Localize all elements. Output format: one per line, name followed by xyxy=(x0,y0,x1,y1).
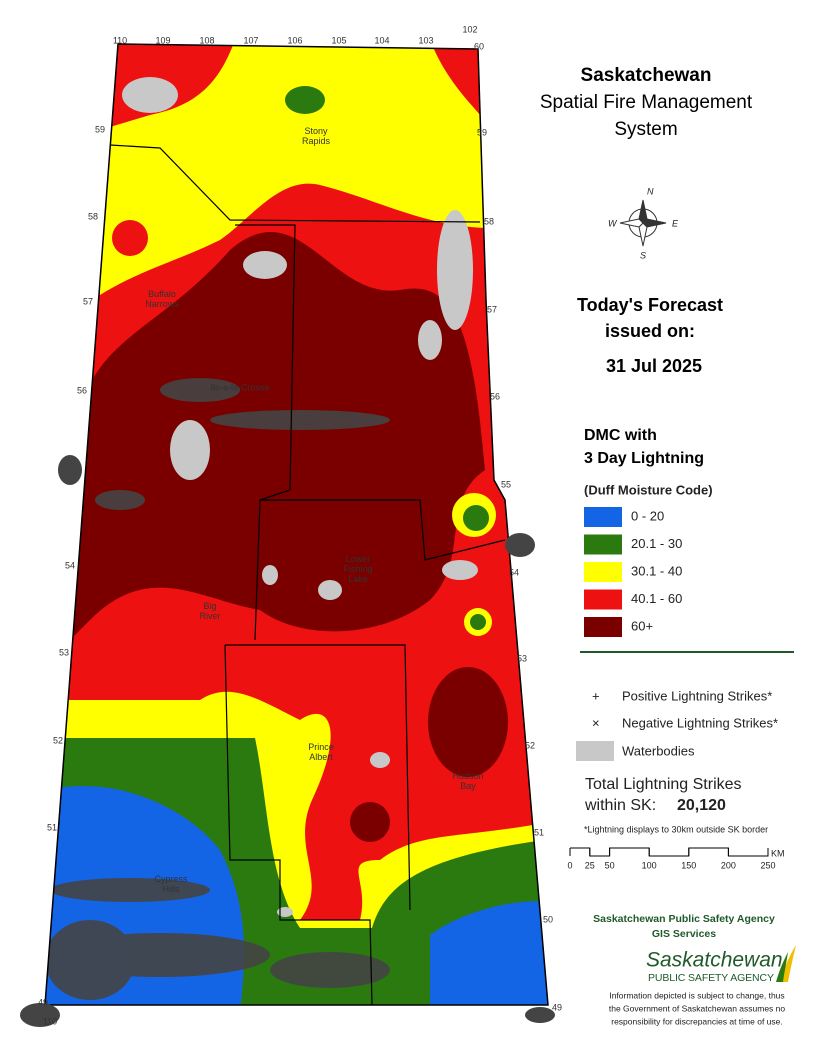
scale-label: 250 xyxy=(760,860,775,870)
note: *Lightning displays to 30km outside SK b… xyxy=(584,824,768,834)
title: Saskatchewan xyxy=(581,65,712,86)
legend-swatch xyxy=(584,562,622,582)
latitude-label: 49 xyxy=(552,1002,562,1012)
symbol-label: Waterbodies xyxy=(622,743,695,758)
scale-label: 25 xyxy=(585,860,595,870)
total-value: 20,120 xyxy=(677,797,726,814)
logo-subtext: PUBLIC SAFETY AGENCY xyxy=(648,972,774,984)
longitude-label: 108 xyxy=(199,35,214,45)
place-labels: Stony Rapids Buffalo Narrows Ile-a-la-Crosse… xyxy=(145,126,483,894)
symbol-label: Negative Lightning Strikes* xyxy=(622,715,778,730)
scale-label: 100 xyxy=(642,860,657,870)
latitude-label: 57 xyxy=(83,296,93,306)
latitude-label: 58 xyxy=(484,216,494,226)
latitude-label: 55 xyxy=(501,479,511,489)
scale-unit: KM xyxy=(771,848,785,858)
legend-swatch xyxy=(584,617,622,637)
place-label: Prince Albert xyxy=(308,742,334,762)
agency-name: Saskatchewan Public Safety Agency xyxy=(593,913,775,925)
province-border xyxy=(44,43,549,1006)
legend-label: 20.1 - 30 xyxy=(631,536,682,551)
legend-swatch xyxy=(584,589,622,610)
latitude-label: 59 xyxy=(477,127,487,137)
latitude-label: 53 xyxy=(59,647,69,657)
latitude-label: 52 xyxy=(525,740,535,750)
logo-icon xyxy=(776,945,796,982)
legend-label: 40.1 - 60 xyxy=(631,591,682,606)
disclaimer: responsibility for discrepancies at time… xyxy=(611,1016,783,1026)
scale-label: 50 xyxy=(605,860,615,870)
compass-label: E xyxy=(672,218,679,228)
total-label: within SK: xyxy=(584,797,656,814)
longitude-label: 107 xyxy=(243,35,258,45)
legend-subtitle: (Duff Moisture Code) xyxy=(584,482,713,497)
compass xyxy=(619,199,667,247)
logo-text: Saskatchewan xyxy=(646,949,783,972)
longitude-label: 103 xyxy=(418,35,433,45)
legend-label: 0 - 20 xyxy=(631,508,664,523)
legend-label: 60+ xyxy=(631,618,653,633)
latitude-label: 51 xyxy=(534,827,544,837)
latitude-label: 53 xyxy=(517,653,527,663)
forecast-label: issued on: xyxy=(605,321,695,341)
latitude-label: 50 xyxy=(543,914,553,924)
scale-label: 200 xyxy=(721,860,736,870)
disclaimer: Information depicted is subject to chang… xyxy=(609,990,784,1000)
title: System xyxy=(614,119,677,140)
place-label: Hudson Bay xyxy=(452,771,483,791)
waterbody-swatch xyxy=(576,741,614,761)
latitude-label: 60 xyxy=(474,41,484,51)
place-label: Lower Fishing Lake xyxy=(343,554,372,584)
latitude-label: 56 xyxy=(490,391,500,401)
latitude-label: 54 xyxy=(509,567,519,577)
forecast-date: 31 Jul 2025 xyxy=(606,356,702,376)
compass-label: N xyxy=(647,186,654,196)
fire-map xyxy=(45,44,548,1005)
symbol-icon: × xyxy=(592,715,600,730)
latitude-label: 52 xyxy=(53,735,63,745)
scale-bar: 0 25 50 100 150 200 250 xyxy=(567,847,776,870)
longitude-label: 104 xyxy=(374,35,389,45)
symbol-label: Positive Lightning Strikes* xyxy=(622,688,772,703)
longitude-label: 110 xyxy=(43,1016,57,1026)
legend-swatch xyxy=(584,534,622,555)
place-label: Stony Rapids xyxy=(302,126,331,146)
latitude-label: 59 xyxy=(95,124,105,134)
longitude-label: 106 xyxy=(287,35,302,45)
longitude-label: 109 xyxy=(155,35,170,45)
scale-line xyxy=(570,847,769,857)
forecast-label: Today's Forecast xyxy=(577,295,723,315)
place-label: Big River xyxy=(199,601,220,621)
legend-title: DMC with xyxy=(584,427,657,444)
place-label: Ile-a-la-Crosse xyxy=(210,382,269,392)
disclaimer: the Government of Saskatchewan assumes n… xyxy=(609,1003,786,1013)
legend-title: 3 Day Lightning xyxy=(584,450,704,467)
symbol-icon: + xyxy=(592,688,600,703)
place-label: Cypress Hills xyxy=(154,874,188,894)
compass-label: S xyxy=(640,250,646,260)
latitude-label: 51 xyxy=(47,822,57,832)
legend-label: 30.1 - 40 xyxy=(631,563,682,578)
latitude-label: 57 xyxy=(487,304,497,314)
lightning-outside xyxy=(20,455,555,1027)
latitude-label: 56 xyxy=(77,385,87,395)
graticule: 110 109 108 107 106 105 104 103 102 60 59 58 57 56 54 5… xyxy=(38,24,562,1026)
agency-dept: GIS Services xyxy=(652,928,716,940)
longitude-label: 110 xyxy=(113,35,127,45)
latitude-label: 58 xyxy=(88,211,98,221)
compass-label: W xyxy=(608,218,618,228)
latitude-label: 54 xyxy=(65,560,75,570)
place-label: Buffalo Narrows xyxy=(145,289,179,309)
legend-swatch xyxy=(584,507,622,527)
scale-label: 150 xyxy=(681,860,696,870)
longitude-label: 105 xyxy=(331,35,346,45)
total-label: Total Lightning Strikes xyxy=(585,776,742,793)
longitude-label: 102 xyxy=(462,24,477,34)
latitude-label: 49 xyxy=(38,997,48,1007)
legend: 0 - 20 20.1 - 30 30.1 - 40 40.1 - 60 60+ xyxy=(584,507,682,637)
scale-label: 0 xyxy=(567,860,572,870)
title: Spatial Fire Management xyxy=(540,92,753,113)
